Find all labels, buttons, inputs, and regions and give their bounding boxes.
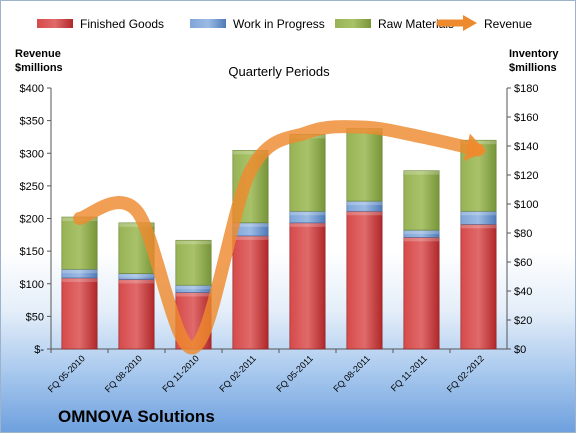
legend-swatch-work-in-progress <box>190 19 226 28</box>
bar-finished-goods-highlight <box>118 279 155 284</box>
legend-swatch-revenue <box>436 15 477 31</box>
x-tick-label: FQ 05-2010 <box>46 353 87 394</box>
bar-finished-goods-highlight <box>289 222 326 227</box>
left-tick-label: $50 <box>26 311 44 323</box>
bar-raw-materials <box>346 128 383 202</box>
bar-finished-goods-highlight <box>346 211 383 216</box>
bar-work-in-progress-highlight <box>61 269 98 274</box>
left-tick-label: $150 <box>20 246 44 258</box>
bar-raw-materials-highlight <box>403 170 440 175</box>
bar-finished-goods-highlight <box>175 292 212 297</box>
bar-raw-materials <box>175 239 212 286</box>
bar-finished-goods-highlight <box>460 224 497 229</box>
right-tick-label: $60 <box>514 257 532 269</box>
right-tick-label: $80 <box>514 228 532 240</box>
legend-label-revenue: Revenue <box>484 17 532 31</box>
x-axis-ticks: FQ 05-2010 FQ 08-2010 FQ 11-2010 FQ 02-2011… <box>46 349 486 394</box>
x-tick-label: FQ 08-2010 <box>103 353 144 394</box>
bar-raw-materials <box>403 170 440 231</box>
right-tick-label: $120 <box>514 170 538 182</box>
bar-work-in-progress-highlight <box>289 211 326 216</box>
right-axis-ticks: $0 $20 $40 $60 $80 $100 $120 $140 $160 $180 <box>507 83 538 356</box>
x-tick-label: FQ 08-2011 <box>331 353 372 394</box>
legend-swatch-finished-goods <box>37 19 73 28</box>
left-tick-label: $- <box>34 344 44 356</box>
x-tick-label: FQ 05-2011 <box>274 353 315 394</box>
bar-raw-materials-highlight <box>460 140 497 145</box>
bar-work-in-progress-highlight <box>403 230 440 235</box>
bar-finished-goods <box>118 279 155 350</box>
bar-work-in-progress-highlight <box>460 211 497 216</box>
x-tick-label: FQ 02-2011 <box>217 353 258 394</box>
right-tick-label: $100 <box>514 199 538 211</box>
right-tick-label: $180 <box>514 83 538 95</box>
revenue-line-layer <box>73 120 487 355</box>
bar-finished-goods-highlight <box>232 235 269 240</box>
legend-swatch-raw-materials <box>335 19 371 28</box>
bar-raw-materials <box>61 216 98 270</box>
bar-finished-goods-highlight <box>61 277 98 282</box>
right-axis-title: Inventory $millions <box>509 48 559 74</box>
bar-work-in-progress-highlight <box>346 201 383 206</box>
bar-finished-goods <box>232 235 269 350</box>
bar-work-in-progress-highlight <box>232 222 269 227</box>
legend-label-work-in-progress: Work in Progress <box>233 17 325 31</box>
left-tick-label: $200 <box>20 214 44 226</box>
bar-finished-goods <box>460 224 497 350</box>
right-tick-label: $140 <box>514 141 538 153</box>
bar-raw-materials-highlight <box>232 150 269 155</box>
legend-label-finished-goods: Finished Goods <box>80 17 164 31</box>
bar-series <box>61 128 497 350</box>
legend: Finished Goods Work in Progress Raw Mate… <box>37 15 532 31</box>
bar-work-in-progress-highlight <box>175 285 212 290</box>
right-tick-label: $160 <box>514 112 538 124</box>
left-tick-label: $250 <box>20 181 44 193</box>
left-tick-label: $300 <box>20 148 44 160</box>
left-tick-label: $350 <box>20 116 44 128</box>
chart-title: Quarterly Periods <box>228 64 330 79</box>
revenue-line <box>73 120 485 355</box>
left-tick-label: $400 <box>20 83 44 95</box>
bar-raw-materials-highlight <box>175 240 212 245</box>
bar-finished-goods-highlight <box>403 237 440 242</box>
x-tick-label: FQ 11-2010 <box>160 353 201 394</box>
x-tick-label: FQ 11-2011 <box>389 353 429 393</box>
bar-raw-materials-highlight <box>118 222 155 227</box>
bar-finished-goods <box>289 222 326 350</box>
legend-label-raw-materials: Raw Materials <box>378 17 454 31</box>
revenue-arrowhead <box>463 133 487 161</box>
bar-finished-goods <box>346 210 383 350</box>
left-tick-label: $100 <box>20 279 44 291</box>
right-tick-label: $0 <box>514 344 526 356</box>
right-tick-label: $40 <box>514 286 532 298</box>
bar-raw-materials <box>289 134 326 212</box>
x-tick-label: FQ 02-2012 <box>445 353 486 394</box>
bar-finished-goods <box>61 277 98 350</box>
bar-work-in-progress-highlight <box>118 273 155 278</box>
left-axis-ticks: $- $50 $100 $150 $200 $250 $300 $350 $400 <box>20 83 51 356</box>
company-name: OMNOVA Solutions <box>58 407 215 426</box>
left-axis-title: Revenue $millions <box>15 48 63 74</box>
bar-finished-goods <box>403 237 440 350</box>
right-tick-label: $20 <box>514 315 532 327</box>
